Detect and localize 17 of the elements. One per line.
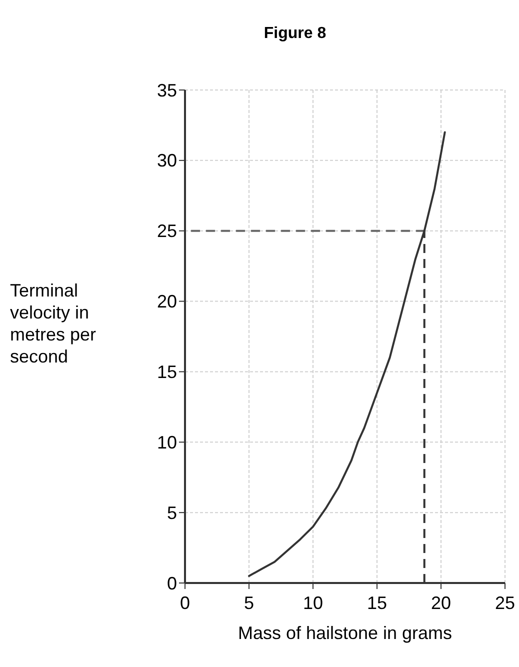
x-tick-label: 20 <box>430 593 452 613</box>
y-tick-label: 20 <box>156 292 177 312</box>
y-tick-label: 35 <box>156 80 177 100</box>
y-tick-label: 0 <box>166 573 177 594</box>
x-axis-title: Mass of hailstone in grams <box>238 623 452 643</box>
x-tick-label: 15 <box>366 593 388 613</box>
x-tick-label: 5 <box>244 593 254 613</box>
x-tick-label: 10 <box>302 593 324 613</box>
y-axis-title: Terminal velocity in metres per second <box>10 280 96 366</box>
y-tick-label: 25 <box>156 221 177 242</box>
y-tick-label: 30 <box>156 150 177 171</box>
y-tick-label: 15 <box>156 362 177 382</box>
x-tick-label: 25 <box>494 593 516 613</box>
chart-title: Figure 8 <box>264 25 326 42</box>
y-tick-label: 10 <box>156 432 177 452</box>
y-tick-label: 5 <box>166 502 177 523</box>
x-tick-label: 0 <box>180 593 190 613</box>
